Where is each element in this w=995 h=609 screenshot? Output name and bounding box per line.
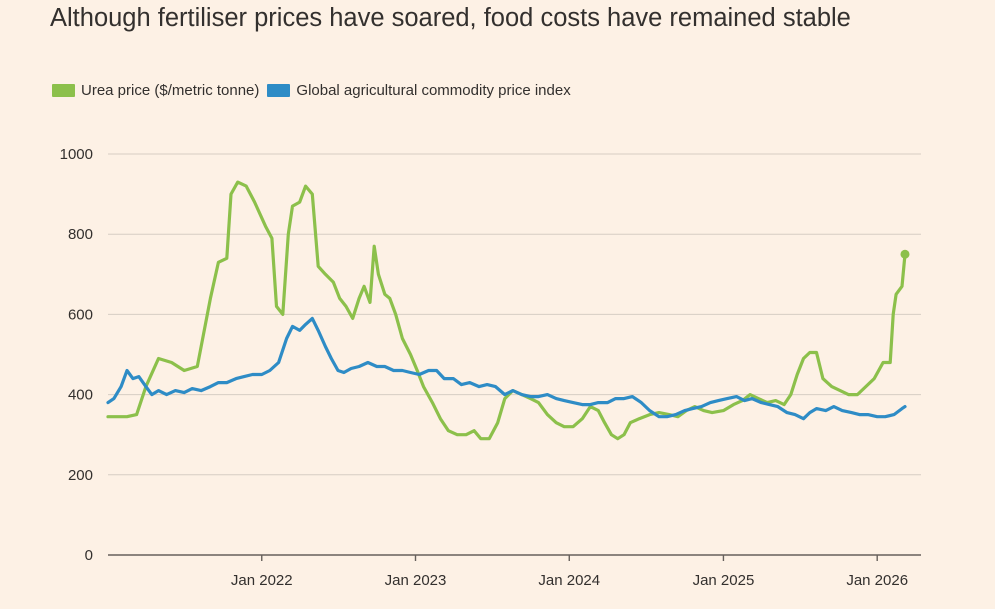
y-tick-label: 600 <box>68 306 93 323</box>
y-tick-label: 800 <box>68 226 93 243</box>
x-tick-label: Jan 2022 <box>231 572 293 589</box>
series-line-urea <box>106 180 907 441</box>
series-line-index <box>106 316 907 421</box>
legend-swatch-urea <box>52 84 75 97</box>
legend-label-index: Global agricultural commodity price inde… <box>296 82 571 99</box>
x-tick-label: Jan 2026 <box>846 572 908 589</box>
x-tick-label: Jan 2024 <box>538 572 600 589</box>
chart-title: Although fertiliser prices have soared, … <box>50 4 851 32</box>
series-end-marker-urea <box>900 249 910 259</box>
y-tick-label: 200 <box>68 467 93 484</box>
x-tick-label: Jan 2025 <box>693 572 755 589</box>
y-tick-label: 0 <box>85 547 93 564</box>
legend: Urea price ($/metric tonne) Global agric… <box>52 82 579 99</box>
legend-item-index: Global agricultural commodity price inde… <box>267 82 571 99</box>
y-tick-label: 1000 <box>60 146 93 163</box>
x-tick-label: Jan 2023 <box>385 572 447 589</box>
y-tick-label: 400 <box>68 387 93 404</box>
legend-label-urea: Urea price ($/metric tonne) <box>81 82 260 99</box>
legend-item-urea: Urea price ($/metric tonne) <box>52 82 259 99</box>
legend-swatch-index <box>267 84 291 97</box>
